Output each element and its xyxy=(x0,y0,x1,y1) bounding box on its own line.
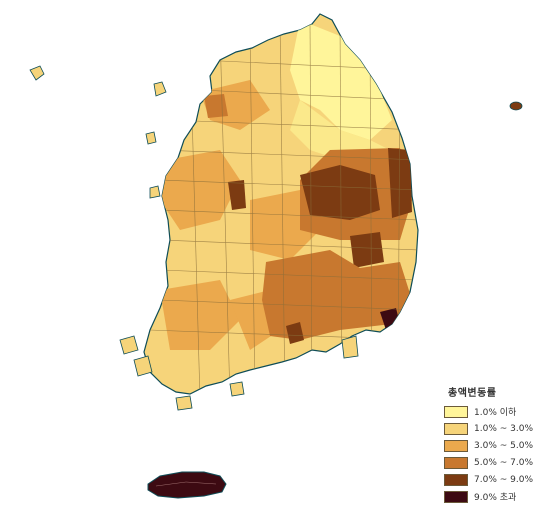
legend-label: 3.0% ~ 5.0% xyxy=(474,440,533,451)
region-gyeongbuk-dark xyxy=(300,165,380,220)
region-gyeongnam xyxy=(262,250,412,340)
legend-label: 9.0% 초과 xyxy=(474,493,517,503)
legend-swatch xyxy=(444,422,468,435)
island-southwest-2 xyxy=(133,355,153,377)
legend-swatch xyxy=(444,473,468,486)
region-daegu xyxy=(350,232,384,268)
legend-label: 1.0% 이하 xyxy=(474,408,517,418)
legend-swatch xyxy=(444,490,468,503)
legend-label: 1.0% ~ 3.0% xyxy=(474,423,533,434)
legend-item: 1.0% ~ 3.0% xyxy=(444,420,556,437)
island-geoje xyxy=(341,335,359,359)
region-west-1 xyxy=(160,150,240,230)
legend-swatch xyxy=(444,439,468,452)
legend-item: 9.0% 초과 xyxy=(444,488,556,505)
legend-item: 1.0% 이하 xyxy=(444,403,556,420)
legend-label: 7.0% ~ 9.0% xyxy=(474,474,533,485)
island-west-1 xyxy=(145,131,157,145)
island-jeju xyxy=(147,471,227,499)
legend-label: 5.0% ~ 7.0% xyxy=(474,457,533,468)
island-southwest-1 xyxy=(119,335,139,355)
region-east-coast-dark xyxy=(388,148,412,218)
region-gangwon-east xyxy=(290,100,390,160)
legend-title: 총액변동률 xyxy=(448,388,497,399)
island-south-2 xyxy=(229,381,245,397)
region-sejong xyxy=(228,180,246,210)
island-ganghwa xyxy=(29,65,45,81)
legend-item: 3.0% ~ 5.0% xyxy=(444,437,556,454)
legend-item: 5.0% ~ 7.0% xyxy=(444,454,556,471)
legend: 총액변동률 1.0% 이하 1.0% ~ 3.0% 3.0% ~ 5.0% 5.… xyxy=(444,384,556,505)
island-west-2 xyxy=(149,185,161,199)
island-baengnyeong xyxy=(153,81,167,97)
jeju-inner-line xyxy=(155,481,217,487)
region-south-dark xyxy=(286,322,304,344)
region-seoul xyxy=(204,94,228,118)
legend-swatch xyxy=(444,456,468,469)
region-gangwon-north xyxy=(290,20,392,140)
island-south-1 xyxy=(175,395,193,411)
island-ulleung xyxy=(509,101,523,111)
legend-swatch xyxy=(444,405,468,418)
legend-item: 7.0% ~ 9.0% xyxy=(444,471,556,488)
